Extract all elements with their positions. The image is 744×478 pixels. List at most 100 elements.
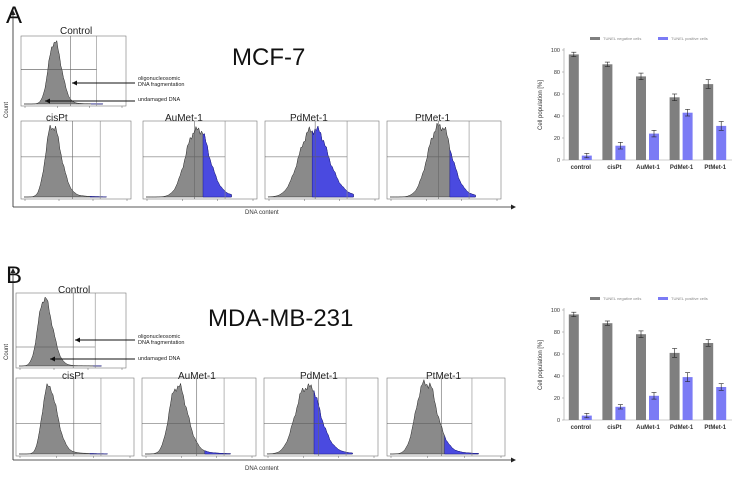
hist-1-histogram-blue <box>89 453 108 455</box>
bar-b-x-tick-label: PdMet-1 <box>670 425 694 431</box>
bar-a-bar-0-4 <box>703 84 714 160</box>
panel-a-hist-title-pdmet1: PdMet-1 <box>290 113 328 124</box>
panel-a-bar-chart: TUNEL negative cells TUNEL positive cells… <box>538 36 732 171</box>
bar-b-x-tick-label: AuMet-1 <box>636 425 660 431</box>
undamaged-arrowhead <box>50 356 55 362</box>
hist-2-frame <box>142 120 258 200</box>
bar-b-bar-1-1 <box>615 406 626 420</box>
hist-0-histogram-gray <box>19 296 102 367</box>
bar-a-x-tick-label: PdMet-1 <box>670 165 694 171</box>
panel-a-hist-title-control: Control <box>60 26 93 37</box>
panel-a-hist-title-aumet1: AuMet-1 <box>165 113 203 124</box>
bar-b-bar-1-3 <box>682 377 693 420</box>
fragmentation-arrowhead <box>72 80 77 86</box>
hist-3-histogram-blue <box>311 125 354 198</box>
bar-b-bar-0-0 <box>568 314 579 420</box>
panel-a-annot-undamaged: undamaged DNA <box>138 97 181 103</box>
bar-b-x-tick-label: control <box>571 425 592 431</box>
outer-x-arrow <box>511 204 516 210</box>
outer-y-arrow <box>10 10 16 15</box>
bar-a-legend-label-1: TUNEL positive cells <box>671 36 708 41</box>
panel-b-hist-title-cispt: cisPt <box>62 371 84 382</box>
bar-a-bar-0-3 <box>669 97 680 160</box>
bar-b-y-tick-label: 100 <box>551 308 560 314</box>
bar-b-legend-swatch-1 <box>658 297 668 300</box>
bar-b-y-tick-label: 40 <box>554 374 560 380</box>
bar-a-y-tick-label: 80 <box>554 70 560 76</box>
fragmentation-arrowhead <box>75 337 80 343</box>
hist-3-frame <box>263 377 379 457</box>
panel-a-annot-fragmentation: oligonucleosomic DNA fragmentation <box>138 76 185 89</box>
bar-a-x-tick-label: cisPt <box>607 165 621 171</box>
hist-1-frame <box>20 120 132 200</box>
bar-a-y-tick-label: 100 <box>551 48 560 54</box>
outer-y-arrow <box>10 268 16 273</box>
bar-a-bar-1-1 <box>615 145 626 160</box>
bar-b-y-tick-label: 20 <box>554 396 560 402</box>
bar-b-bar-1-4 <box>716 387 727 420</box>
bar-a-x-tick-label: control <box>571 165 592 171</box>
bar-a-x-tick-label: AuMet-1 <box>636 165 660 171</box>
panel-b-hist-title-ptmet1: PtMet-1 <box>426 371 462 382</box>
bar-b-y-tick-label: 60 <box>554 352 560 358</box>
hist-4-frame <box>386 120 502 200</box>
bar-a-y-label: Cell population [%] <box>538 80 544 130</box>
hist-3-histogram-gray <box>266 382 353 455</box>
hist-4-histogram-blue <box>444 435 479 455</box>
panel-b-hist-title-aumet1: AuMet-1 <box>178 371 216 382</box>
hist-1-histogram-blue <box>89 196 107 198</box>
outer-x-arrow <box>511 457 516 463</box>
bar-b-legend-label-1: TUNEL positive cells <box>671 296 708 301</box>
panel-a-y-label: Count <box>4 101 10 118</box>
hist-3-histogram-blue <box>313 390 353 455</box>
panel-b-hist-title-control: Control <box>58 285 91 296</box>
bar-b-y-tick-label: 0 <box>557 418 560 424</box>
bar-a-x-tick-label: PtMet-1 <box>704 165 726 171</box>
bar-a-legend-swatch-1 <box>658 37 668 40</box>
bar-b-bar-1-2 <box>649 395 659 420</box>
panel-b-y-label: Count <box>4 343 10 360</box>
bar-b-bar-0-1 <box>602 323 613 420</box>
bar-b-bar-0-4 <box>703 343 714 420</box>
hist-0-histogram-gray <box>24 39 104 105</box>
bar-a-y-tick-label: 20 <box>554 136 560 142</box>
hist-4-frame <box>386 377 506 457</box>
bar-a-legend-label-0: TUNEL negative cells <box>603 36 641 41</box>
bar-a-bar-0-2 <box>636 76 646 160</box>
hist-0-frame <box>15 292 127 369</box>
hist-0-frame <box>20 35 127 107</box>
bar-b-legend-swatch-0 <box>590 297 600 300</box>
hist-2-histogram-gray <box>145 382 231 455</box>
bar-a-legend-swatch-0 <box>590 37 600 40</box>
hist-2-histogram-blue <box>202 133 232 198</box>
hist-2-histogram-blue <box>204 450 231 455</box>
hist-1-histogram-gray <box>24 125 107 198</box>
hist-4-histogram-blue <box>449 149 476 198</box>
hist-1-frame <box>15 377 135 457</box>
hist-3-frame <box>264 120 380 200</box>
panel-a-cell-line: MCF-7 <box>232 44 306 71</box>
bar-a-bar-1-3 <box>682 112 693 160</box>
panel-a-hist-title-ptmet1: PtMet-1 <box>415 113 451 124</box>
panel-a-hist-title-cispt: cisPt <box>46 113 68 124</box>
bar-a-bar-0-1 <box>602 64 613 160</box>
hist-4-histogram-gray <box>390 378 479 455</box>
hist-1-histogram-gray <box>19 382 108 455</box>
bar-a-y-tick-label: 40 <box>554 114 560 120</box>
panel-b-bar-chart: TUNEL negative cells TUNEL positive cells… <box>538 296 732 431</box>
bar-b-y-label: Cell population [%] <box>538 340 544 390</box>
bar-a-y-tick-label: 0 <box>557 158 560 164</box>
bar-a-bar-1-2 <box>649 133 659 160</box>
panel-b-letter: B <box>6 262 23 289</box>
panel-b-annot-undamaged: undamaged DNA <box>138 356 181 362</box>
panel-b-flow-figure <box>10 268 516 463</box>
panel-a-x-label: DNA content <box>245 210 279 216</box>
undamaged-arrowhead <box>45 98 50 104</box>
hist-2-frame <box>141 377 257 457</box>
panel-a-flow-figure <box>10 10 516 210</box>
bar-b-bar-0-3 <box>669 352 680 420</box>
bar-a-bar-0-0 <box>568 54 579 160</box>
panel-a-letter: A <box>6 2 23 29</box>
panel-b-cell-line: MDA-MB-231 <box>208 305 354 332</box>
bar-b-y-tick-label: 80 <box>554 330 560 336</box>
